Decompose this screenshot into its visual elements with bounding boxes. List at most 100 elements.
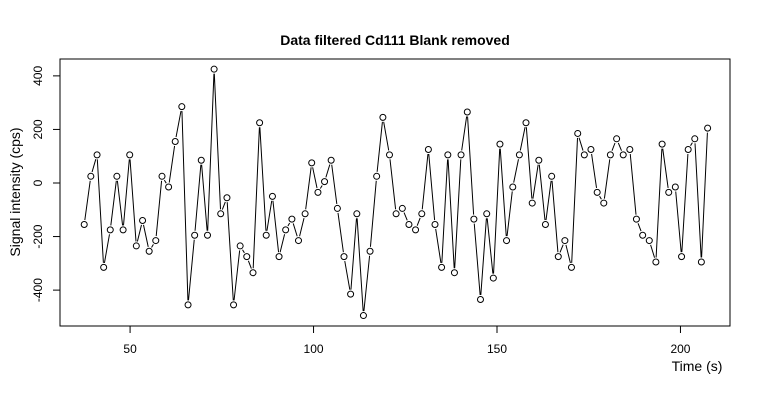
data-point [503,237,511,245]
data-point [561,237,569,245]
data-point [282,226,290,234]
data-point [541,221,549,229]
data-point [678,253,686,261]
data-point [658,140,666,148]
data-point [418,210,426,218]
data-point [463,108,471,116]
data-point [80,221,88,229]
data-point [652,258,660,266]
data-point [171,137,179,145]
data-point [438,263,446,271]
data-point [165,183,173,191]
data-point [113,172,121,180]
data-point [132,242,140,250]
data-point [665,188,673,196]
data-point [444,151,452,159]
data-point [548,172,556,180]
data-point [158,172,166,180]
data-point [470,215,478,223]
data-point [268,192,276,200]
data-point [327,156,335,164]
data-point [243,253,251,261]
data-point [93,151,101,159]
data-point [697,258,705,266]
data-point [314,188,322,196]
x-tick-label: 150 [487,342,507,356]
data-point [450,269,458,277]
y-tick-label: -400 [31,278,45,302]
data-point [308,159,316,167]
data-point [528,199,536,207]
x-tick-label: 50 [123,342,137,356]
data-point [249,269,257,277]
data-point [476,295,484,303]
data-point [256,119,264,127]
x-tick-label: 200 [670,342,690,356]
data-point [139,216,147,224]
y-tick-label: -200 [31,224,45,248]
data-point [152,237,160,245]
data-point [671,183,679,191]
data-point [554,253,562,261]
data-point [385,151,393,159]
data-point [87,172,95,180]
data-point [106,226,114,234]
data-point [217,210,225,218]
series-line [84,73,708,312]
data-point [230,301,238,309]
data-point [223,194,231,202]
data-point [567,263,575,271]
data-point [236,242,244,250]
data-point [210,65,218,73]
data-point [353,210,361,218]
data-point [412,226,420,234]
data-point [684,146,692,154]
data-point [489,274,497,282]
data-point [515,151,523,159]
data-point [262,231,270,239]
data-point [639,231,647,239]
data-point [126,151,134,159]
data-point [340,253,348,261]
data-point [275,253,283,261]
data-point [184,301,192,309]
data-point [619,151,627,159]
data-point [457,151,465,159]
x-axis-label: Time (s) [672,358,723,374]
data-point [587,146,595,154]
data-point [431,221,439,229]
data-point [119,226,127,234]
data-point [100,263,108,271]
x-tick-label: 100 [304,342,324,356]
data-point [373,172,381,180]
data-point [645,237,653,245]
y-tick-label: 0 [31,179,45,186]
y-tick-label: 400 [31,66,45,86]
data-point [496,140,504,148]
data-point [509,183,517,191]
data-point [398,204,406,212]
data-point [145,247,153,255]
data-point [593,188,601,196]
data-point [333,204,341,212]
data-point [522,119,530,127]
data-point [321,178,329,186]
y-tick-label: 200 [31,119,45,139]
data-point [204,231,212,239]
y-axis-label: Signal intensity (cps) [7,127,23,256]
data-point [288,215,296,223]
data-point [691,135,699,143]
data-point [178,103,186,111]
data-point [580,151,588,159]
data-point [379,113,387,121]
data-point [704,124,712,132]
data-point [301,210,309,218]
data-point [359,312,367,320]
data-point [626,146,634,154]
data-point [574,129,582,137]
data-point [347,290,355,298]
data-point [600,199,608,207]
data-point [535,156,543,164]
